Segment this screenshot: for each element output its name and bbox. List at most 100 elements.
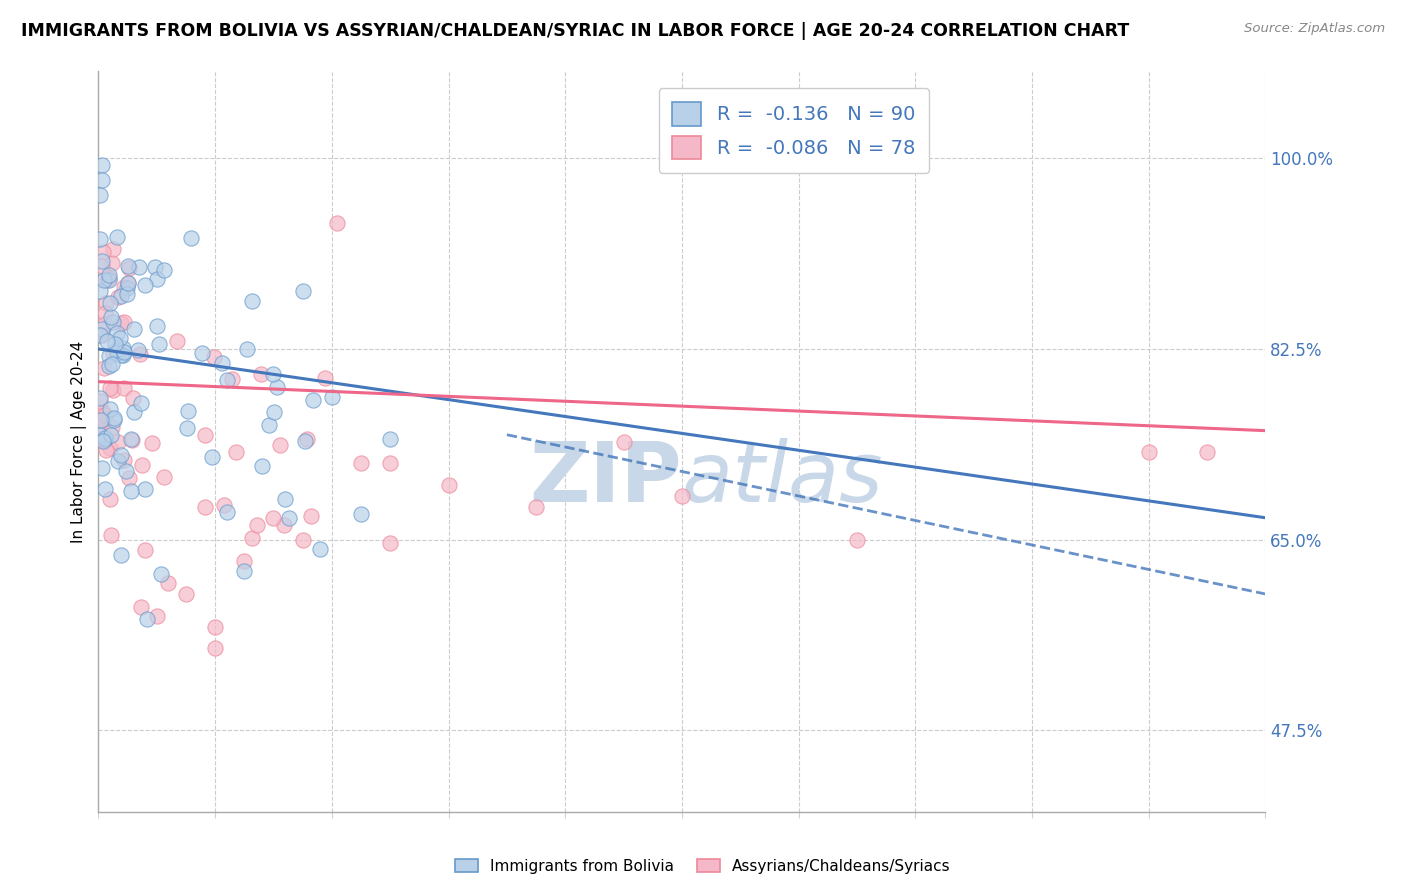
Point: [110, 316, 132, 330]
Point: [105, 343, 128, 357]
Point: [250, 458, 273, 473]
Point: [108, 331, 131, 345]
Point: [96, 334, 118, 348]
Point: [93, 483, 115, 497]
Point: [98, 492, 121, 507]
Point: [98, 359, 121, 373]
Point: [105, 326, 128, 340]
Point: [100, 528, 122, 542]
Point: [259, 417, 281, 432]
Point: [291, 533, 314, 547]
Point: [94, 317, 117, 331]
Point: [299, 508, 322, 523]
Text: IMMIGRANTS FROM BOLIVIA VS ASSYRIAN/CHALDEAN/SYRIAC IN LABOR FORCE | AGE 20-24 C: IMMIGRANTS FROM BOLIVIA VS ASSYRIAN/CHAL…: [21, 22, 1129, 40]
Point: [110, 448, 132, 462]
Point: [204, 619, 226, 633]
Point: [98, 381, 121, 395]
Point: [211, 356, 233, 370]
Point: [89, 328, 111, 343]
Point: [121, 433, 143, 447]
Point: [263, 510, 285, 524]
Point: [225, 445, 247, 459]
Point: [101, 346, 124, 360]
Point: [215, 373, 238, 387]
Point: [1137, 445, 1160, 459]
Point: [107, 453, 129, 467]
Point: [613, 434, 636, 449]
Point: [201, 450, 224, 465]
Point: [110, 348, 132, 362]
Legend: R =  -0.136   N = 90, R =  -0.086   N = 78: R = -0.136 N = 90, R = -0.086 N = 78: [658, 88, 929, 173]
Point: [103, 413, 125, 427]
Point: [129, 599, 152, 614]
Point: [221, 371, 243, 385]
Point: [93, 244, 115, 259]
Point: [112, 453, 135, 467]
Point: [380, 456, 402, 470]
Point: [152, 469, 174, 483]
Point: [94, 442, 117, 457]
Point: [350, 508, 373, 522]
Text: atlas: atlas: [682, 438, 883, 519]
Point: [263, 404, 285, 418]
Point: [94, 306, 117, 320]
Y-axis label: In Labor Force | Age 20-24: In Labor Force | Age 20-24: [72, 341, 87, 542]
Point: [177, 404, 200, 418]
Point: [378, 536, 401, 550]
Point: [263, 368, 285, 382]
Point: [112, 344, 135, 359]
Point: [146, 272, 169, 286]
Point: [100, 310, 122, 324]
Point: [314, 370, 336, 384]
Point: [93, 273, 115, 287]
Point: [94, 432, 117, 446]
Point: [134, 543, 156, 558]
Point: [309, 541, 332, 556]
Point: [89, 285, 111, 299]
Point: [266, 380, 288, 394]
Point: [89, 232, 111, 246]
Point: [89, 427, 111, 442]
Point: [103, 410, 125, 425]
Point: [146, 318, 169, 333]
Point: [273, 518, 295, 533]
Point: [91, 403, 114, 417]
Point: [294, 434, 316, 449]
Point: [93, 361, 115, 376]
Point: [124, 405, 146, 419]
Point: [107, 290, 129, 304]
Point: [1197, 445, 1219, 459]
Point: [111, 349, 134, 363]
Point: [246, 517, 269, 532]
Point: [94, 408, 117, 422]
Point: [146, 608, 169, 623]
Point: [150, 567, 173, 582]
Point: [104, 337, 127, 351]
Point: [93, 433, 115, 447]
Point: [98, 296, 121, 310]
Point: [136, 612, 159, 626]
Point: [180, 231, 202, 245]
Point: [194, 428, 217, 442]
Point: [101, 314, 124, 328]
Point: [98, 401, 121, 416]
Point: [105, 230, 128, 244]
Point: [94, 296, 117, 310]
Point: [89, 394, 111, 409]
Point: [277, 511, 299, 525]
Point: [233, 554, 256, 568]
Point: [91, 322, 114, 336]
Point: [249, 368, 271, 382]
Point: [274, 491, 297, 506]
Point: [115, 287, 138, 301]
Point: [350, 456, 373, 470]
Point: [302, 392, 325, 407]
Point: [120, 432, 142, 446]
Point: [111, 342, 134, 356]
Point: [380, 432, 402, 446]
Point: [233, 564, 256, 578]
Point: [103, 383, 125, 397]
Point: [112, 381, 135, 395]
Point: [846, 533, 869, 547]
Point: [107, 434, 129, 449]
